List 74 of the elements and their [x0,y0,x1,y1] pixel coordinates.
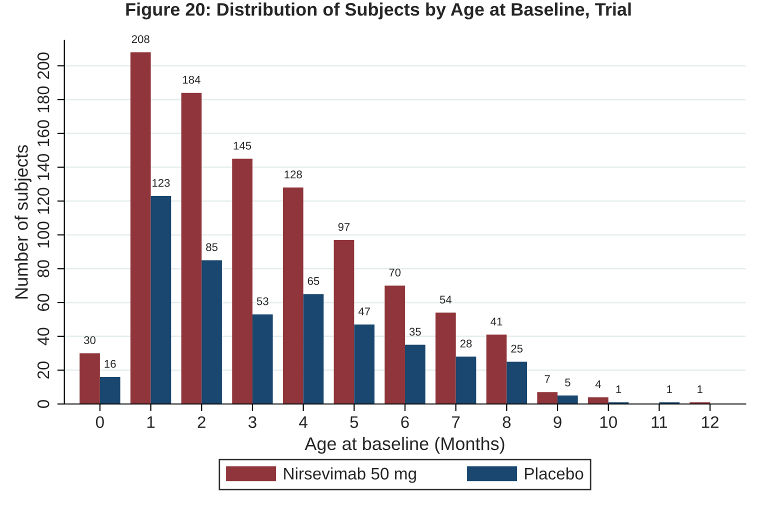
data-label: 65 [308,277,320,285]
bar [334,240,354,404]
data-label: 184 [183,76,200,84]
x-tick-label: 1 [147,416,155,428]
chart-title: Figure 20: Distribution of Subjects by Age at Baseline, Trial [126,2,631,20]
data-label: 1 [616,385,622,394]
data-label: 85 [206,243,218,252]
bar [384,286,405,404]
x-tick-label: 0 [96,416,104,428]
x-tick-label: 3 [248,416,256,428]
y-tick-label: 40 [37,328,50,346]
y-axis-title: Number of subjects [14,145,32,298]
x-tick-label: 4 [299,416,308,428]
x-tick-label: 12 [702,416,718,428]
bar [303,294,324,404]
data-label: 5 [565,378,570,386]
bar [506,362,528,404]
bar [202,260,222,404]
data-label: 208 [132,35,150,44]
data-label: 7 [544,375,550,383]
data-label: 47 [358,308,370,316]
bar [588,397,608,404]
x-tick-label: 10 [600,416,617,428]
x-tick-label: 7 [452,416,460,428]
y-tick-label: 80 [37,260,50,278]
bar [456,356,476,404]
bar [354,324,374,404]
bar [486,334,507,404]
bar [80,353,100,404]
bar [252,314,273,404]
bar [558,396,578,404]
bar [181,92,202,404]
y-tick-label: 20 [37,362,50,379]
bar [232,158,252,404]
y-tick-label: 60 [37,294,50,311]
y-tick-label: 180 [37,86,50,112]
y-tick-label: 160 [37,120,50,146]
y-tick-label: 120 [37,188,50,214]
data-label: 54 [440,296,452,304]
bar [404,344,426,404]
x-tick-label: 9 [554,416,562,428]
bar [100,376,120,404]
bar [150,196,172,404]
bar [130,52,151,404]
legend-label: Placebo [525,467,584,480]
data-label: 41 [490,318,502,326]
data-label: 35 [409,328,421,336]
x-tick-label: 5 [350,416,358,428]
bar [537,392,558,404]
y-tick-label: 200 [37,52,50,79]
data-label: 53 [256,297,268,306]
bar [436,312,456,404]
x-axis-title: Age at baseline (Months) [304,436,504,454]
y-tick-label: 100 [37,222,50,248]
data-label: 16 [104,360,116,368]
x-tick-label: 2 [198,416,206,428]
y-tick-label: 0 [37,400,50,408]
x-tick-label: 11 [652,416,668,428]
data-label: 4 [595,380,601,388]
y-tick-label: 140 [37,154,50,180]
bar [282,188,304,404]
data-label: 145 [234,142,252,150]
data-label: 128 [284,170,302,178]
x-tick-label: 6 [401,416,409,428]
legend-label: Nirsevimab 50 mg [284,467,416,483]
data-label: 28 [460,340,472,348]
data-label: 30 [84,336,96,344]
data-label: 70 [389,268,401,276]
x-tick-label: 8 [502,416,511,428]
data-label: 123 [152,178,170,187]
data-label: 1 [698,385,702,394]
data-label: 97 [338,222,350,231]
data-label: 1 [667,385,672,394]
data-label: 25 [511,344,523,353]
